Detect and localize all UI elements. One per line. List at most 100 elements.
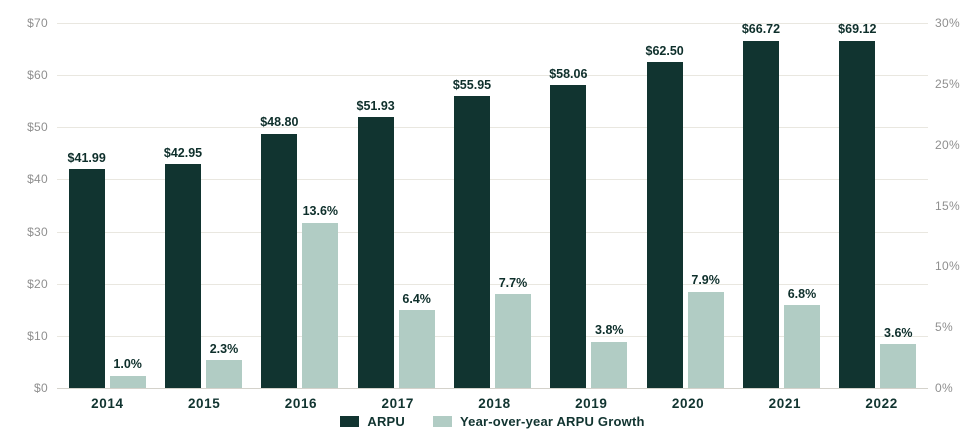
left-axis: $70 $60 $50 $40 $30 $20 $10 $0 bbox=[0, 16, 48, 395]
arpu-value-label: $55.95 bbox=[452, 77, 492, 92]
left-tick-label: $20 bbox=[27, 276, 48, 291]
growth-value-label: 3.8% bbox=[595, 323, 624, 338]
growth-bar-column-2014: 1.0% bbox=[109, 23, 146, 388]
right-tick-label: 5% bbox=[935, 320, 953, 335]
left-tick-label: $10 bbox=[27, 328, 48, 343]
year-label-2019: 2019 bbox=[575, 396, 608, 411]
growth-value-label: 7.9% bbox=[691, 273, 720, 288]
left-tick-label: $30 bbox=[27, 224, 48, 239]
legend-label: Year-over-year ARPU Growth bbox=[460, 414, 645, 429]
grid-line bbox=[57, 179, 928, 181]
year-label-2018: 2018 bbox=[478, 396, 511, 411]
bar-pair: $42.95 2.3% bbox=[163, 23, 242, 388]
arpu-value-label: $51.93 bbox=[356, 98, 395, 113]
right-tick-label: 0% bbox=[935, 381, 953, 395]
bar-group-2014: $41.99 1.0% bbox=[59, 23, 155, 388]
arpu-value-label: $66.72 bbox=[741, 22, 781, 36]
growth-bar-column-2017: 6.4% bbox=[398, 23, 435, 388]
growth-bar-2022 bbox=[880, 344, 917, 388]
bar-pair: $51.93 6.4% bbox=[356, 23, 435, 388]
arpu-bar-column-2020: $62.50 bbox=[645, 23, 684, 388]
year-label-2016: 2016 bbox=[284, 396, 318, 411]
growth-bar-2014 bbox=[109, 375, 146, 388]
legend-swatch-growth bbox=[433, 416, 452, 427]
bar-groups: $41.99 1.0% $42.95 2.3% $48.80 13.6% $51.93 6.4… bbox=[57, 23, 928, 388]
right-tick-label: 10% bbox=[935, 259, 960, 274]
arpu-bar-column-2016: $48.80 bbox=[260, 23, 299, 388]
legend-item-growth: Year-over-year ARPU Growth bbox=[433, 414, 645, 429]
bar-group-2020: $62.50 7.9% bbox=[637, 23, 733, 388]
right-tick-label: 25% bbox=[935, 76, 960, 91]
growth-value-label: 6.8% bbox=[787, 286, 817, 301]
arpu-value-label: $41.99 bbox=[67, 150, 106, 165]
growth-value-label: 3.6% bbox=[884, 325, 913, 340]
arpu-bar-column-2019: $58.06 bbox=[549, 23, 588, 388]
arpu-value-label: $69.12 bbox=[838, 22, 877, 36]
arpu-bar-2018 bbox=[453, 96, 490, 388]
arpu-value-label: $48.80 bbox=[260, 115, 299, 130]
growth-bar-2015 bbox=[205, 360, 242, 388]
bar-pair: $41.99 1.0% bbox=[67, 23, 146, 388]
arpu-value-label: $62.50 bbox=[645, 43, 684, 58]
arpu-value-label: $42.95 bbox=[163, 145, 203, 160]
left-tick-label: $50 bbox=[27, 120, 48, 135]
arpu-bar-2021 bbox=[742, 40, 779, 388]
arpu-bar-column-2014: $41.99 bbox=[67, 23, 106, 388]
growth-bar-column-2015: 2.3% bbox=[205, 23, 242, 388]
growth-value-label: 13.6% bbox=[302, 204, 339, 219]
grid-line bbox=[57, 335, 928, 337]
growth-bar-column-2019: 3.8% bbox=[591, 23, 628, 388]
year-label-2014: 2014 bbox=[91, 396, 124, 411]
growth-value-label: 1.0% bbox=[113, 357, 142, 372]
right-tick-label: 30% bbox=[935, 16, 960, 30]
bar-group-2016: $48.80 13.6% bbox=[252, 23, 348, 388]
arpu-value-label: $58.06 bbox=[549, 66, 588, 81]
arpu-bar-column-2015: $42.95 bbox=[163, 23, 203, 388]
bar-group-2015: $42.95 2.3% bbox=[155, 23, 251, 388]
arpu-bar-column-2021: $66.72 bbox=[741, 22, 781, 388]
arpu-bar-2020 bbox=[646, 62, 683, 388]
year-label-2020: 2020 bbox=[671, 396, 705, 411]
legend-swatch-arpu bbox=[340, 416, 360, 427]
bar-pair: $58.06 3.8% bbox=[549, 23, 628, 388]
growth-value-label: 7.7% bbox=[498, 275, 528, 290]
arpu-bar-2019 bbox=[550, 85, 587, 388]
right-axis: 30% 25% 20% 15% 10% 5% 0% bbox=[935, 16, 975, 395]
growth-bar-2018 bbox=[494, 294, 531, 388]
grid-line bbox=[57, 283, 928, 285]
legend-item-arpu: ARPU bbox=[340, 414, 405, 429]
growth-bar-2019 bbox=[591, 341, 628, 388]
growth-bar-2016 bbox=[302, 222, 339, 388]
growth-bar-column-2018: 7.7% bbox=[494, 23, 531, 388]
left-tick-label: $60 bbox=[27, 68, 48, 83]
growth-bar-column-2021: 6.8% bbox=[783, 23, 820, 388]
arpu-bar-2022 bbox=[839, 40, 876, 388]
arpu-bar-2014 bbox=[68, 169, 105, 388]
growth-bar-2017 bbox=[398, 310, 435, 388]
bar-pair: $55.95 7.7% bbox=[452, 23, 531, 388]
growth-bar-column-2022: 3.6% bbox=[880, 23, 917, 388]
left-tick-label: $40 bbox=[27, 172, 48, 187]
bar-pair: $66.72 6.8% bbox=[741, 22, 820, 388]
bar-pair: $69.12 3.6% bbox=[838, 22, 917, 388]
year-label-2017: 2017 bbox=[381, 396, 414, 411]
year-label-2021: 2021 bbox=[768, 396, 802, 411]
bar-group-2017: $51.93 6.4% bbox=[348, 23, 444, 388]
arpu-bar-2015 bbox=[164, 164, 201, 388]
arpu-bar-2016 bbox=[261, 133, 298, 388]
bar-pair: $62.50 7.9% bbox=[645, 23, 724, 388]
x-axis-labels: 2014 2015 2016 2017 2018 2019 2020 2021 2022 bbox=[57, 396, 932, 411]
bar-group-2021: $66.72 6.8% bbox=[733, 23, 829, 388]
legend-label: ARPU bbox=[367, 414, 405, 429]
grid-line bbox=[57, 231, 928, 233]
year-label-2022: 2022 bbox=[865, 396, 898, 411]
arpu-bar-column-2017: $51.93 bbox=[356, 23, 395, 388]
bar-group-2018: $55.95 7.7% bbox=[444, 23, 540, 388]
arpu-bar-column-2018: $55.95 bbox=[452, 23, 492, 388]
growth-bar-column-2020: 7.9% bbox=[687, 23, 724, 388]
grid-line bbox=[57, 75, 928, 77]
plot-area: $41.99 1.0% $42.95 2.3% $48.80 13.6% $51.93 6.4… bbox=[57, 23, 928, 389]
bar-group-2022: $69.12 3.6% bbox=[830, 23, 926, 388]
left-tick-label: $70 bbox=[27, 16, 48, 30]
